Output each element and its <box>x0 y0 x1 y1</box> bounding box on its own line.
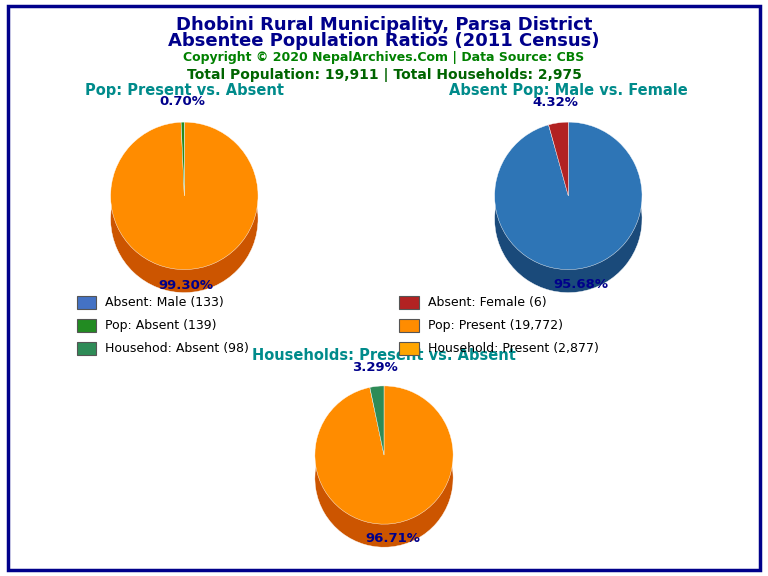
Text: 96.71%: 96.71% <box>366 532 420 545</box>
Wedge shape <box>548 145 568 219</box>
Wedge shape <box>548 122 568 196</box>
Wedge shape <box>495 145 642 293</box>
Text: Pop: Absent (139): Pop: Absent (139) <box>105 319 217 332</box>
Text: Total Population: 19,911 | Total Households: 2,975: Total Population: 19,911 | Total Househo… <box>187 68 581 82</box>
Wedge shape <box>495 122 642 270</box>
Text: 4.32%: 4.32% <box>533 96 578 109</box>
Wedge shape <box>315 409 453 547</box>
Text: Absent: Male (133): Absent: Male (133) <box>105 296 224 309</box>
Wedge shape <box>181 122 184 196</box>
Text: Pop: Present (19,772): Pop: Present (19,772) <box>428 319 563 332</box>
Text: Household: Present (2,877): Household: Present (2,877) <box>428 342 598 355</box>
Title: Households: Present vs. Absent: Households: Present vs. Absent <box>252 348 516 363</box>
Text: 95.68%: 95.68% <box>553 278 608 291</box>
Wedge shape <box>111 122 258 270</box>
Wedge shape <box>370 409 384 478</box>
Title: Pop: Present vs. Absent: Pop: Present vs. Absent <box>84 84 284 98</box>
Text: Househod: Absent (98): Househod: Absent (98) <box>105 342 249 355</box>
Wedge shape <box>370 386 384 455</box>
Text: Absentee Population Ratios (2011 Census): Absentee Population Ratios (2011 Census) <box>168 32 600 50</box>
Text: Copyright © 2020 NepalArchives.Com | Data Source: CBS: Copyright © 2020 NepalArchives.Com | Dat… <box>184 51 584 64</box>
Text: 0.70%: 0.70% <box>159 95 205 108</box>
Title: Absent Pop: Male vs. Female: Absent Pop: Male vs. Female <box>449 84 687 98</box>
Wedge shape <box>181 145 184 219</box>
Text: 99.30%: 99.30% <box>159 279 214 292</box>
Text: Dhobini Rural Municipality, Parsa District: Dhobini Rural Municipality, Parsa Distri… <box>176 16 592 34</box>
Text: 3.29%: 3.29% <box>352 361 398 374</box>
Text: Absent: Female (6): Absent: Female (6) <box>428 296 546 309</box>
Wedge shape <box>111 145 258 293</box>
Wedge shape <box>315 386 453 524</box>
